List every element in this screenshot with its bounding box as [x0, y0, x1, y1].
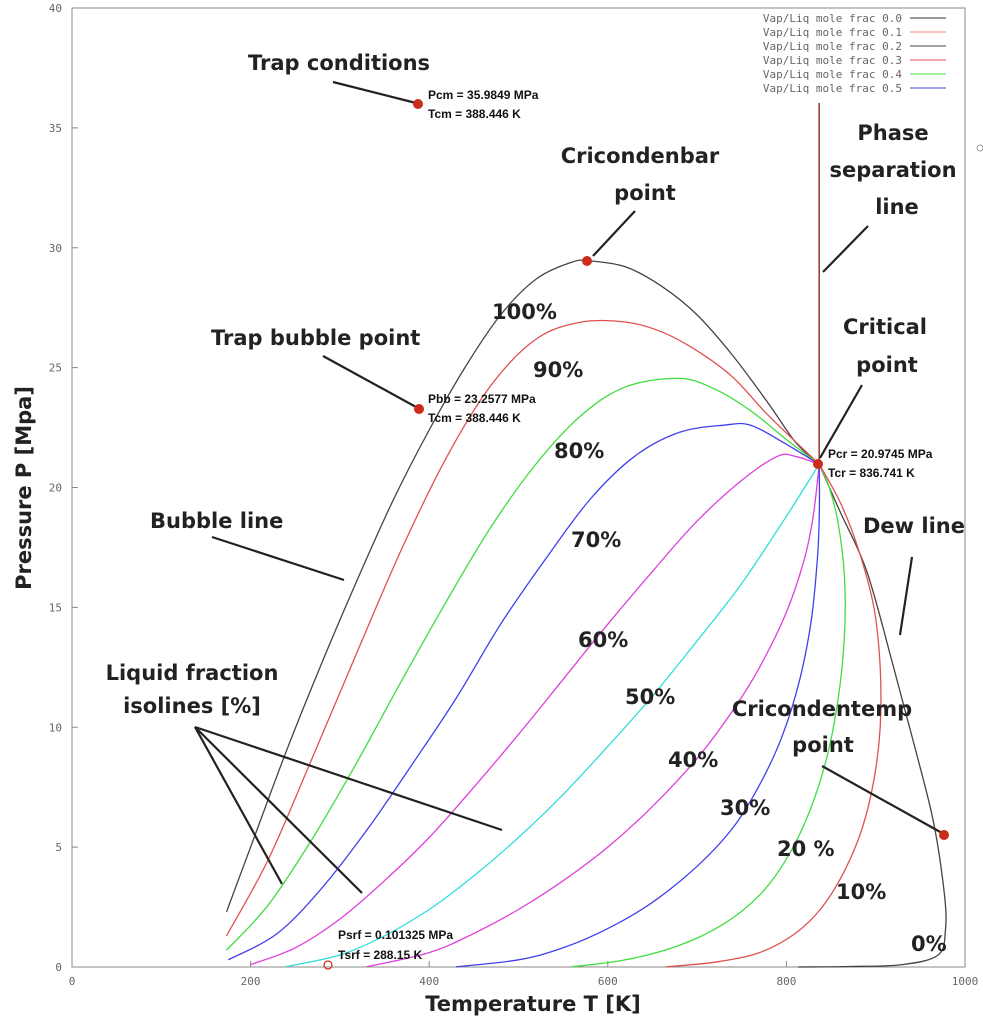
curves [225, 103, 947, 968]
y-axis-title: Pressure P [Mpa] [12, 386, 36, 590]
y-tick-label: 20 [49, 482, 62, 495]
isoline-6-curve [455, 464, 821, 968]
y-tick-label: 0 [55, 961, 62, 974]
x-tick-label: 0 [69, 975, 76, 988]
annotation-phase-sep-3: line [875, 195, 919, 219]
leader-dew-line [898, 556, 914, 636]
annotation-trap-conditions: Trap conditions [248, 51, 430, 75]
pct-0: 0% [911, 932, 947, 956]
y-tick-label: 5 [55, 841, 62, 854]
isoline-0-curve [225, 319, 820, 937]
annotation-cricondenbar-2: point [614, 181, 676, 205]
trap-conditions-marker [413, 99, 423, 109]
point-value-labels: Pcm = 35.9849 MPa Tcm = 388.446 K Pbb = … [338, 88, 933, 962]
leader-cricondenbar [592, 210, 636, 257]
annotation-bubble-line: Bubble line [150, 509, 283, 533]
pct-40: 40% [668, 748, 718, 772]
leader-isoline-1 [194, 725, 503, 832]
isoline-1-curve [226, 377, 820, 951]
pct-60: 60% [578, 628, 628, 652]
y-tick-label: 30 [49, 242, 62, 255]
pct-80: 80% [554, 439, 604, 463]
y-tick-label: 15 [49, 601, 62, 614]
pct-10: 10% [836, 880, 886, 904]
pct-90: 90% [533, 358, 583, 382]
standard-conditions-t: Tsrf = 288.15 K [338, 948, 422, 962]
leader-critical-point [819, 384, 863, 459]
bubble-line-curve [225, 259, 820, 913]
isoline-5-curve [366, 464, 820, 968]
leader-trap-bubble [322, 355, 417, 408]
pct-20: 20 % [777, 837, 835, 861]
leader-isoline-2 [194, 726, 363, 894]
axis-ticks: 0 200 400 600 800 1000 0 5 10 15 20 25 30 35 40 [49, 2, 979, 988]
annotation-cricondentemp-2: point [792, 733, 854, 757]
legend-label-4: Vap/Liq mole frac 0.4 [763, 68, 902, 81]
pct-30: 30% [720, 796, 770, 820]
leader-isoline-3 [194, 726, 283, 885]
y-tick-label: 40 [49, 2, 62, 15]
annotation-dew-line: Dew line [863, 514, 965, 538]
critical-point-p: Pcr = 20.9745 MPa [828, 447, 933, 461]
isoline-8-curve [665, 463, 882, 968]
x-tick-label: 800 [776, 975, 796, 988]
isoline-2-curve [227, 422, 820, 961]
x-tick-label: 400 [419, 975, 439, 988]
leader-phase-separation [822, 225, 869, 273]
dew-line-curve [797, 463, 947, 968]
pct-50: 50% [625, 685, 675, 709]
trap-bubble-marker [414, 404, 424, 414]
trap-bubble-p: Pbb = 23.2577 MPa [428, 392, 536, 406]
point-markers [323, 99, 983, 970]
standard-conditions-marker [323, 960, 333, 970]
annotation-liquid-frac-1: Liquid fraction [106, 661, 279, 685]
annotation-phase-sep-2: separation [829, 158, 956, 182]
trap-conditions-t: Tcm = 388.446 K [428, 107, 521, 121]
y-tick-label: 10 [49, 721, 62, 734]
standard-conditions-p: Psrf = 0.101325 MPa [338, 928, 453, 942]
x-axis-title: Temperature T [K] [425, 992, 640, 1016]
legend-label-3: Vap/Liq mole frac 0.3 [763, 54, 902, 67]
x-tick-label: 600 [598, 975, 618, 988]
pct-70: 70% [571, 528, 621, 552]
critical-point-t: Tcr = 836.741 K [828, 466, 915, 480]
legend-label-2: Vap/Liq mole frac 0.2 [763, 40, 902, 53]
isoline-7-curve [572, 463, 846, 968]
annotation-cricondentemp-1: Cricondentemp [732, 697, 912, 721]
annotation-cricondenbar-1: Cricondenbar [561, 144, 720, 168]
x-tick-label: 200 [241, 975, 261, 988]
annotations: Trap conditions Cricondenbar point Phase… [106, 51, 965, 757]
leader-trap-conditions [332, 80, 417, 105]
x-tick-label: 1000 [952, 975, 979, 988]
y-tick-label: 25 [49, 362, 62, 375]
leader-lines [194, 80, 943, 894]
leader-cricondentemp [821, 765, 943, 834]
stray-legend-marker [976, 144, 983, 152]
annotation-liquid-frac-2: isolines [%] [123, 694, 261, 718]
trap-bubble-t: Tcm = 388.446 K [428, 411, 521, 425]
annotation-critical-2: point [856, 353, 918, 377]
legend-label-1: Vap/Liq mole frac 0.1 [763, 26, 902, 39]
legend-label-5: Vap/Liq mole frac 0.5 [763, 82, 902, 95]
annotation-critical-1: Critical [843, 315, 927, 339]
pct-100: 100% [492, 300, 557, 324]
isoline-3-curve [250, 453, 820, 966]
isoline-4-curve [286, 463, 820, 968]
trap-conditions-p: Pcm = 35.9849 MPa [428, 88, 539, 102]
y-tick-label: 35 [49, 122, 62, 135]
annotation-trap-bubble: Trap bubble point [211, 326, 420, 350]
critical-point-marker [813, 459, 823, 469]
cricondenbar-marker [582, 256, 592, 266]
leader-bubble-line [211, 535, 345, 582]
annotation-phase-sep-1: Phase [857, 121, 928, 145]
legend-label-0: Vap/Liq mole frac 0.0 [763, 12, 902, 25]
percent-labels: 100% 90% 80% 70% 60% 50% 40% 30% 20 % 10… [492, 300, 947, 956]
legend: Vap/Liq mole frac 0.0 Vap/Liq mole frac … [763, 12, 946, 95]
cricondentemp-marker [939, 830, 949, 840]
